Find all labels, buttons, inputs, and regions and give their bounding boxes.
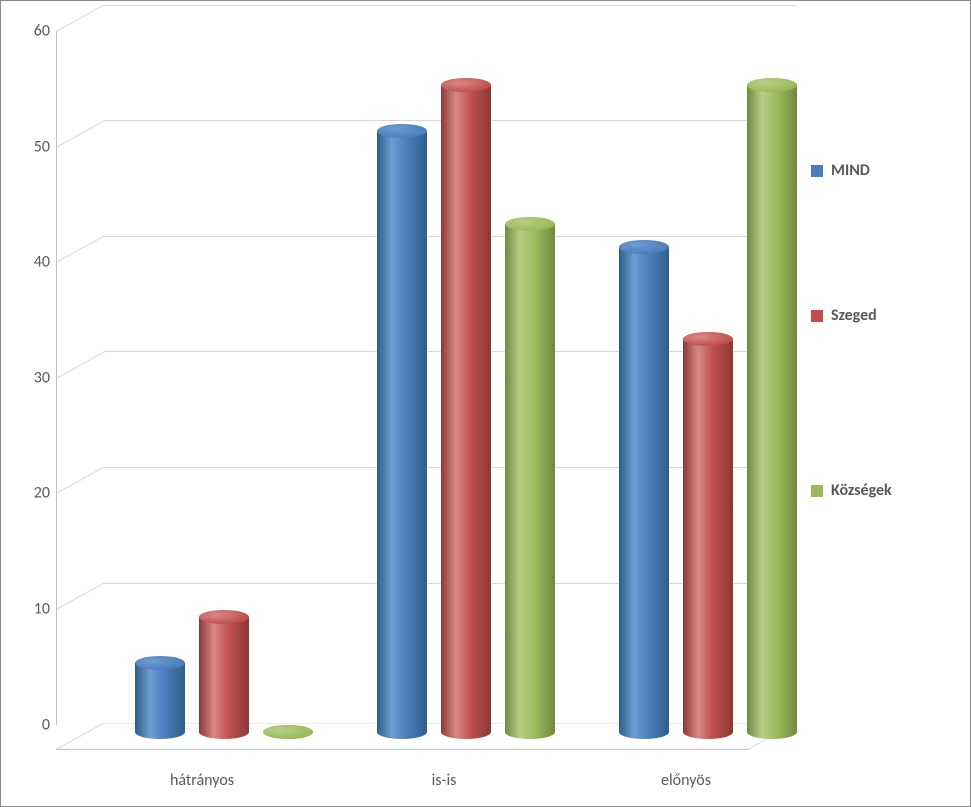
bar-mind (377, 124, 427, 739)
legend-label: Szeged (831, 306, 877, 325)
bar-mind (135, 656, 185, 739)
bar-szeged (199, 610, 249, 740)
x-tick-label: előnyös (661, 771, 711, 790)
bar-szeged (441, 78, 491, 739)
y-tick-label: 10 (34, 600, 50, 619)
y-tick-label: 20 (34, 484, 50, 503)
y-tick-label: 60 (34, 22, 50, 41)
legend-item-kozsegek: Községek (811, 481, 892, 500)
chart-container: 0102030405060hátrányosis-iselőnyös MINDS… (0, 0, 971, 807)
plot-area: 0102030405060hátrányosis-iselőnyös (56, 31, 796, 751)
bar-kozsegek (263, 725, 313, 739)
y-axis-line (56, 31, 57, 725)
y-tick-label: 30 (34, 368, 50, 387)
legend: MIND Szeged Községek (811, 11, 961, 771)
legend-item-mind: MIND (811, 161, 870, 180)
legend-label: MIND (831, 161, 870, 180)
plot-inner: 0102030405060hátrányosis-iselőnyös (56, 31, 796, 751)
legend-label: Községek (831, 481, 892, 500)
bar-kozsegek (505, 217, 555, 740)
x-tick-label: is-is (432, 771, 457, 790)
bar-mind (619, 240, 669, 740)
legend-item-szeged: Szeged (811, 306, 877, 325)
legend-swatch (811, 310, 823, 322)
bar-kozsegek (747, 78, 797, 739)
y-tick-label: 50 (34, 137, 50, 156)
bar-szeged (683, 332, 733, 739)
y-tick-label: 40 (34, 253, 50, 272)
x-tick-label: hátrányos (170, 771, 234, 790)
legend-swatch (811, 485, 823, 497)
legend-swatch (811, 165, 823, 177)
y-tick-label: 0 (42, 715, 50, 734)
